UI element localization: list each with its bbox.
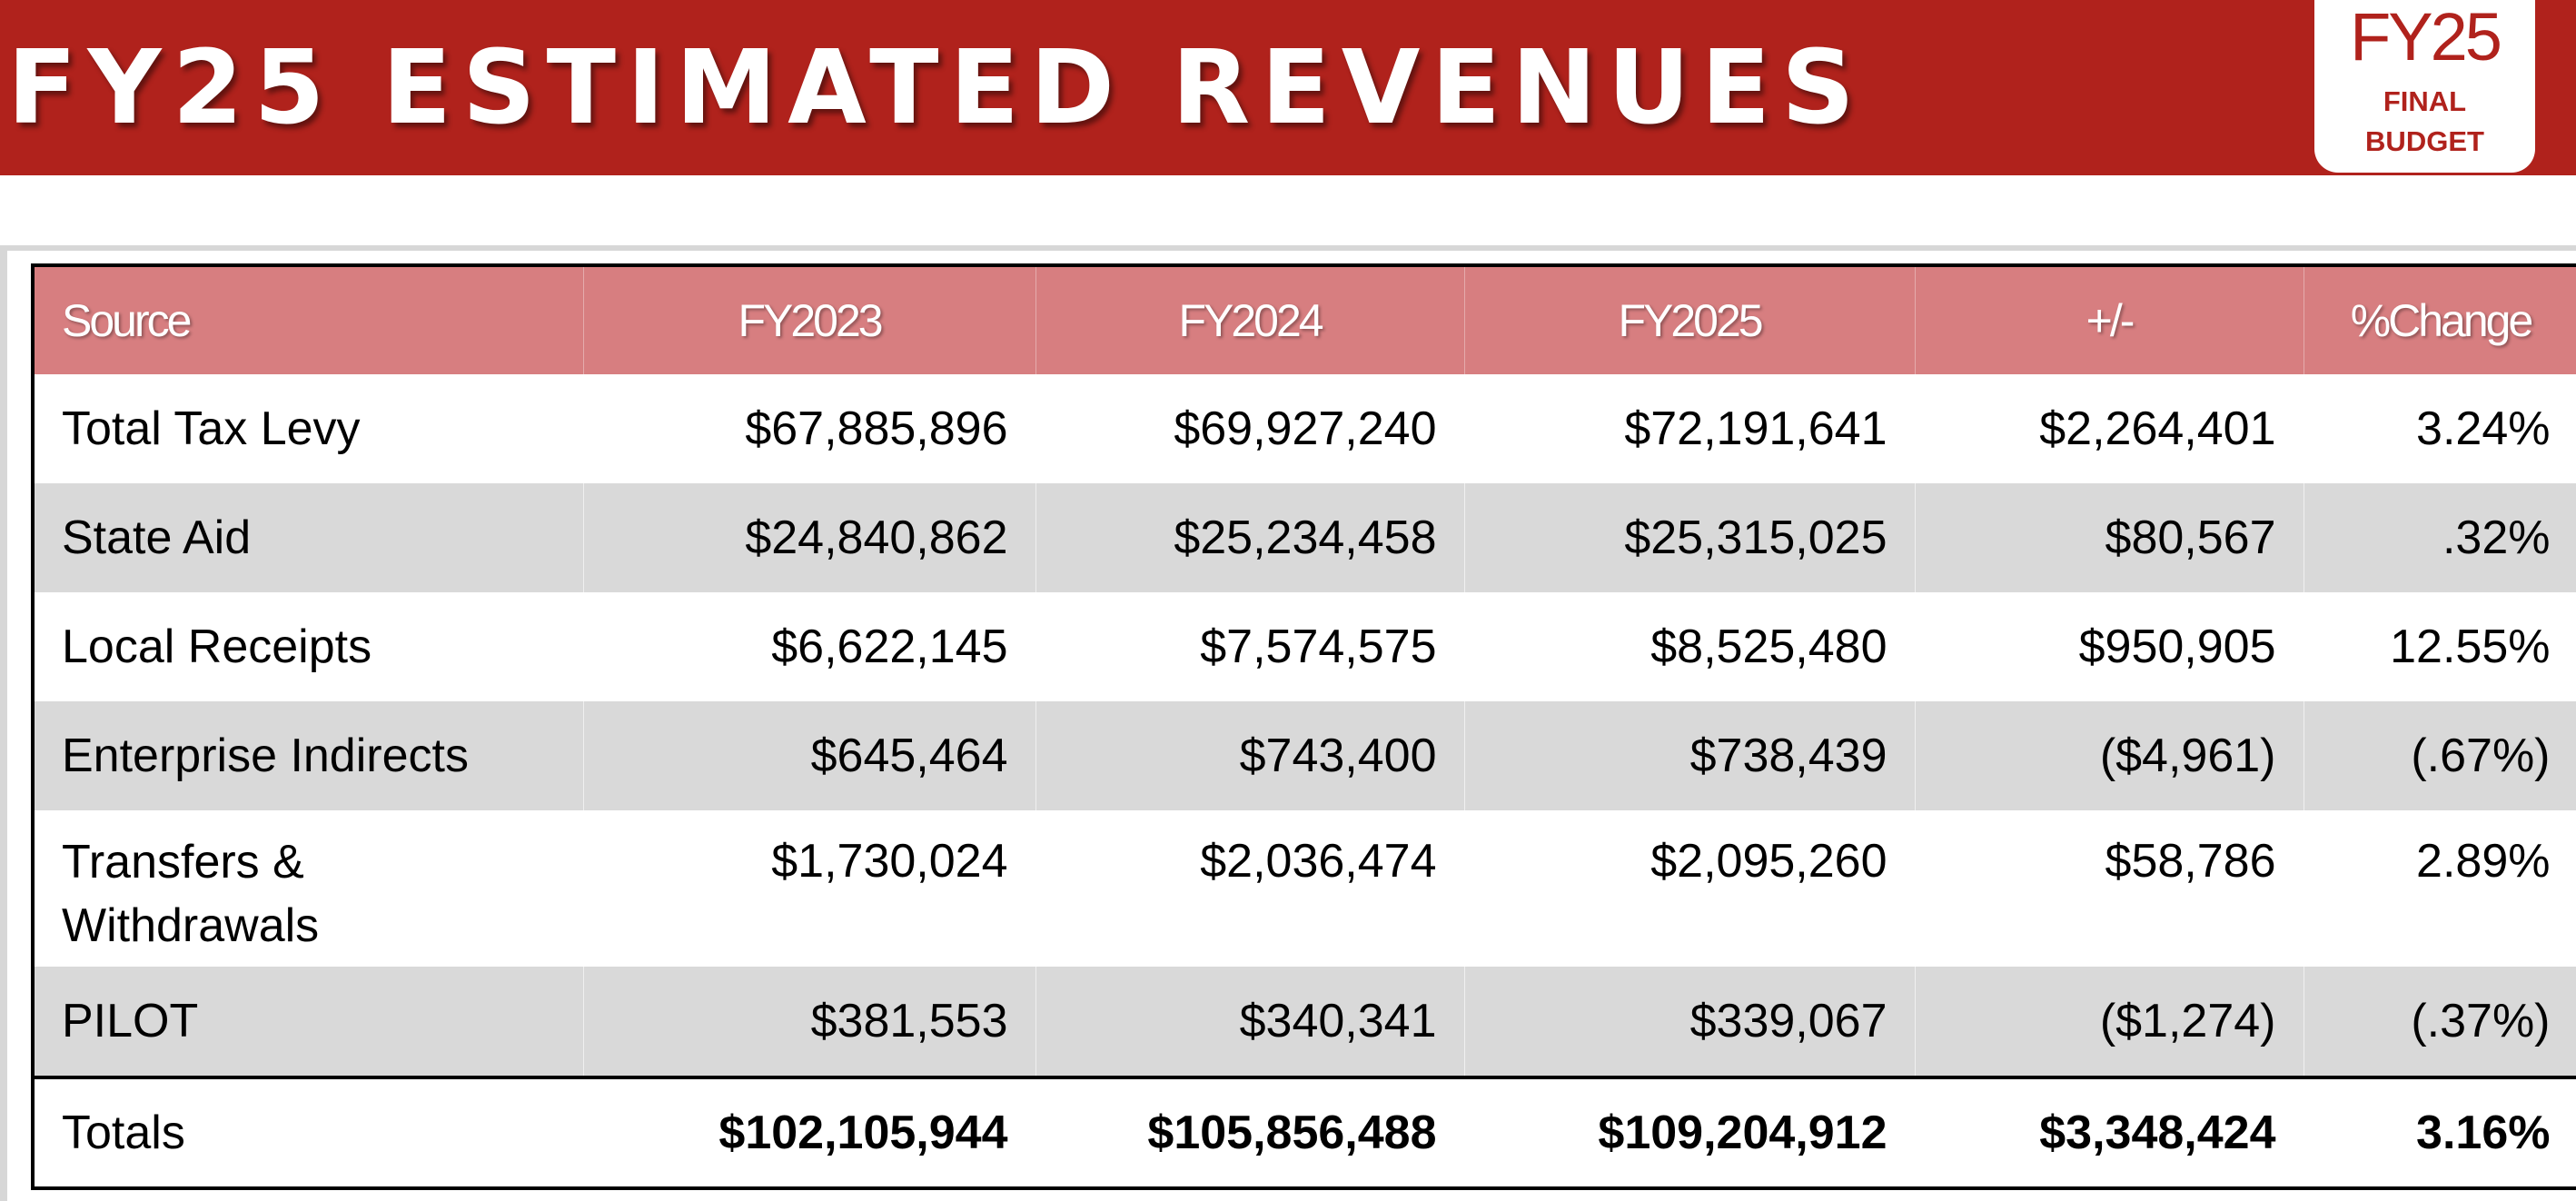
row-percent-change: 2.89% (2304, 810, 2576, 967)
title-banner: FY25 ESTIMATED REVENUES (0, 0, 2576, 175)
page-title: FY25 ESTIMATED REVENUES (7, 29, 1866, 147)
row-fy2025: $72,191,641 (1464, 374, 1916, 483)
row-fy2025: $2,095,260 (1464, 810, 1916, 967)
row-fy2025: $8,525,480 (1464, 592, 1916, 701)
totals-percent-change: 3.16% (2304, 1076, 2576, 1188)
table-row: Enterprise Indirects $645,464 $743,400 $… (33, 701, 2576, 810)
table-row: Total Tax Levy $67,885,896 $69,927,240 $… (33, 374, 2576, 483)
column-header-change: +/- (1915, 265, 2304, 374)
row-percent-change: .32% (2304, 483, 2576, 592)
row-fy2024: $743,400 (1035, 701, 1465, 810)
column-header-percent-change: %Change (2304, 265, 2576, 374)
row-fy2025: $25,315,025 (1464, 483, 1916, 592)
row-source: Local Receipts (33, 592, 584, 701)
badge-line-final: FINAL (2383, 85, 2467, 117)
row-fy2024: $25,234,458 (1035, 483, 1465, 592)
fy25-final-budget-badge: FY25 FINAL BUDGET (2314, 0, 2535, 173)
row-fy2024: $2,036,474 (1035, 810, 1465, 967)
row-fy2024: $7,574,575 (1035, 592, 1465, 701)
row-change: ($1,274) (1915, 967, 2304, 1077)
table-row: Local Receipts $6,622,145 $7,574,575 $8,… (33, 592, 2576, 701)
row-fy2025: $738,439 (1464, 701, 1916, 810)
row-change: $58,786 (1915, 810, 2304, 967)
row-source: Enterprise Indirects (33, 701, 584, 810)
row-fy2023: $381,553 (583, 967, 1036, 1077)
revenue-table: Source FY2023 FY2024 FY2025 +/- %Change … (31, 263, 2576, 1190)
badge-year: FY25 (2350, 0, 2502, 74)
row-fy2024: $340,341 (1035, 967, 1465, 1077)
table-row: PILOT $381,553 $340,341 $339,067 ($1,274… (33, 967, 2576, 1077)
row-percent-change: (.37%) (2304, 967, 2576, 1077)
row-change: $2,264,401 (1915, 374, 2304, 483)
row-fy2023: $67,885,896 (583, 374, 1036, 483)
totals-fy2025: $109,204,912 (1464, 1076, 1916, 1188)
totals-change: $3,348,424 (1915, 1076, 2304, 1188)
row-percent-change: 12.55% (2304, 592, 2576, 701)
row-fy2025: $339,067 (1464, 967, 1916, 1077)
totals-label: Totals (33, 1076, 584, 1188)
column-header-source: Source (33, 265, 584, 374)
row-source: Transfers & Withdrawals (33, 810, 584, 967)
row-fy2023: $24,840,862 (583, 483, 1036, 592)
row-source: Total Tax Levy (33, 374, 584, 483)
row-fy2023: $6,622,145 (583, 592, 1036, 701)
row-percent-change: 3.24% (2304, 374, 2576, 483)
row-source: PILOT (33, 967, 584, 1077)
totals-fy2023: $102,105,944 (583, 1076, 1036, 1188)
totals-fy2024: $105,856,488 (1035, 1076, 1465, 1188)
totals-row: Totals $102,105,944 $105,856,488 $109,20… (33, 1076, 2576, 1188)
row-fy2023: $645,464 (583, 701, 1036, 810)
row-percent-change: (.67%) (2304, 701, 2576, 810)
row-fy2023: $1,730,024 (583, 810, 1036, 967)
column-header-fy2023: FY2023 (583, 265, 1036, 374)
badge-line-budget: BUDGET (2365, 125, 2484, 157)
table-header-row: Source FY2023 FY2024 FY2025 +/- %Change (33, 265, 2576, 374)
row-change: ($4,961) (1915, 701, 2304, 810)
row-change: $80,567 (1915, 483, 2304, 592)
table-row: State Aid $24,840,862 $25,234,458 $25,31… (33, 483, 2576, 592)
table-row: Transfers & Withdrawals $1,730,024 $2,03… (33, 810, 2576, 967)
row-source: State Aid (33, 483, 584, 592)
row-fy2024: $69,927,240 (1035, 374, 1465, 483)
column-header-fy2025: FY2025 (1464, 265, 1916, 374)
row-change: $950,905 (1915, 592, 2304, 701)
column-header-fy2024: FY2024 (1035, 265, 1465, 374)
